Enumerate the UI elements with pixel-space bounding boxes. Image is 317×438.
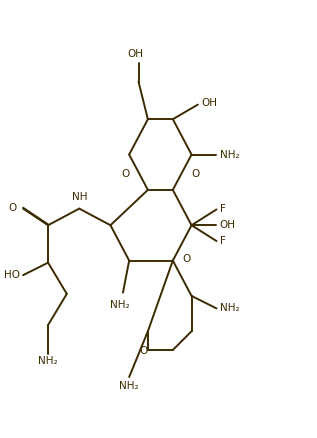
Text: O: O xyxy=(121,169,129,179)
Text: NH: NH xyxy=(72,192,87,202)
Text: O: O xyxy=(182,254,191,264)
Text: F: F xyxy=(220,236,225,246)
Text: O: O xyxy=(139,346,148,356)
Text: OH: OH xyxy=(201,98,217,108)
Text: NH₂: NH₂ xyxy=(220,304,239,314)
Text: O: O xyxy=(9,203,17,213)
Text: F: F xyxy=(220,205,225,215)
Text: NH₂: NH₂ xyxy=(110,300,130,310)
Text: HO: HO xyxy=(4,270,20,280)
Text: OH: OH xyxy=(127,49,143,59)
Text: NH₂: NH₂ xyxy=(220,149,239,159)
Text: NH₂: NH₂ xyxy=(120,381,139,391)
Text: O: O xyxy=(191,169,200,179)
Text: NH₂: NH₂ xyxy=(38,356,58,366)
Text: OH: OH xyxy=(220,220,236,230)
